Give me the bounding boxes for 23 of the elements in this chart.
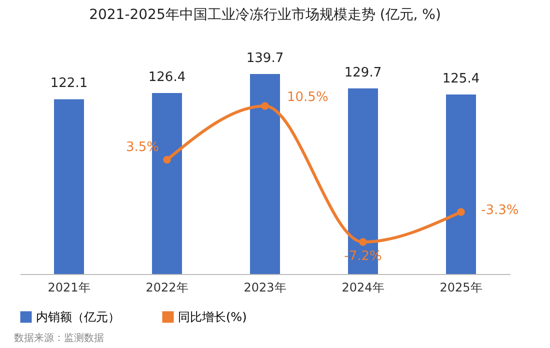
chart-title: 2021-2025年中国工业冷冻行业市场规模走势 (亿元, %) [89,7,441,23]
data-label: 129.7 [344,65,382,80]
data-label: 139.7 [246,51,284,66]
data-label: 126.4 [148,70,186,86]
data-label: -3.3% [481,203,519,218]
point [457,208,465,216]
legend-label: 同比增长(%) [178,310,247,324]
bar [446,94,476,274]
x-tick-label: 2022年 [146,280,188,294]
point [163,156,171,164]
bar [250,74,280,274]
bar [54,99,84,274]
point [359,238,367,246]
point [261,102,269,110]
x-tick-label: 2023年 [244,280,286,294]
x-tick-label: 2024年 [342,280,384,294]
x-tick-label: 2021年 [48,280,90,294]
legend-label: 内销额（亿元） [36,310,120,324]
source-note: 数据来源：监测数据 [13,332,105,346]
data-label: 10.5% [287,90,328,105]
x-tick-label: 2025年 [440,280,482,294]
data-label: 125.4 [442,71,480,86]
data-label: 122.1 [50,76,88,92]
